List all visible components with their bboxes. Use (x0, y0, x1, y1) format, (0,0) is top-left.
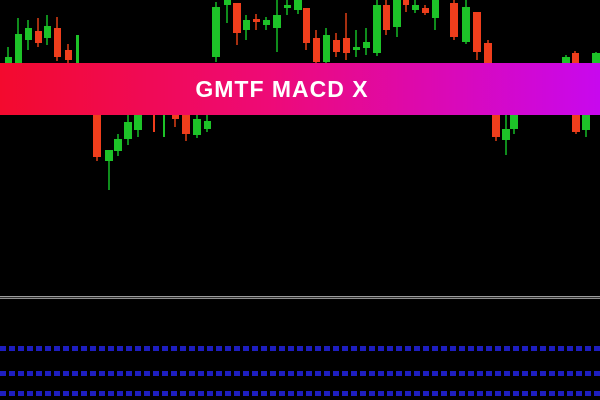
candle-body (5, 57, 12, 64)
candle-wick (345, 13, 347, 60)
candle-body (393, 0, 401, 27)
candle-body (383, 5, 390, 30)
candle-body (273, 15, 281, 28)
candle-body (484, 43, 492, 64)
candle-body (353, 47, 360, 50)
candle-wick (355, 30, 357, 57)
dashed-level-line (0, 371, 600, 376)
candle-body (93, 110, 101, 157)
candle-body (592, 53, 600, 64)
candle-wick (226, 0, 228, 23)
candle-body (44, 26, 51, 38)
dashed-level-line (0, 346, 600, 351)
macd-indicator-panel (0, 299, 600, 400)
candle-body (193, 119, 201, 135)
candle-body (582, 110, 590, 130)
candle-body (462, 7, 470, 42)
indicator-title-banner: GMTF MACD X (0, 63, 600, 115)
candle-body (572, 110, 580, 132)
candle-wick (405, 0, 407, 12)
candle-body (134, 110, 142, 130)
candle-body (284, 5, 291, 8)
candle-body (323, 35, 330, 62)
candle-body (182, 110, 190, 134)
candle-wick (108, 150, 110, 190)
candle-body (572, 53, 579, 64)
candle-body (294, 0, 302, 10)
panel-separator (0, 296, 600, 299)
candle-body (25, 28, 32, 40)
candle-body (510, 110, 518, 129)
candle-body (412, 5, 419, 10)
candle-body (403, 0, 409, 5)
candle-body (65, 50, 72, 60)
candle-body (153, 110, 155, 132)
candle-body (363, 42, 370, 48)
candle-body (303, 8, 310, 43)
candle-body (224, 0, 231, 5)
candle-body (204, 121, 211, 129)
candle-body (502, 129, 510, 140)
candle-body (422, 8, 429, 13)
candle-body (343, 38, 350, 53)
candle-body (15, 34, 22, 64)
candle-body (253, 19, 260, 22)
candle-body (124, 122, 132, 139)
candle-body (54, 28, 61, 57)
candle-body (76, 35, 79, 64)
candle-body (313, 38, 320, 62)
candle-body (492, 110, 500, 137)
candle-body (333, 40, 340, 52)
candle-body (163, 110, 165, 137)
candle-body (233, 3, 241, 33)
candle-body (105, 150, 113, 161)
candle-wick (255, 14, 257, 30)
candlestick-chart (5, 0, 600, 190)
candle-body (373, 5, 381, 53)
candle-body (35, 31, 42, 43)
candle-body (562, 57, 570, 64)
candle-wick (365, 28, 367, 55)
candle-body (432, 0, 439, 18)
candle-body (450, 3, 458, 37)
candle-wick (7, 47, 9, 64)
candle-body (114, 139, 122, 151)
candle-body (212, 7, 220, 57)
candle-body (473, 12, 481, 52)
banner-title: GMTF MACD X (195, 75, 369, 102)
candle-body (243, 20, 250, 30)
candle-body (263, 20, 270, 25)
dashed-level-line (0, 391, 600, 396)
